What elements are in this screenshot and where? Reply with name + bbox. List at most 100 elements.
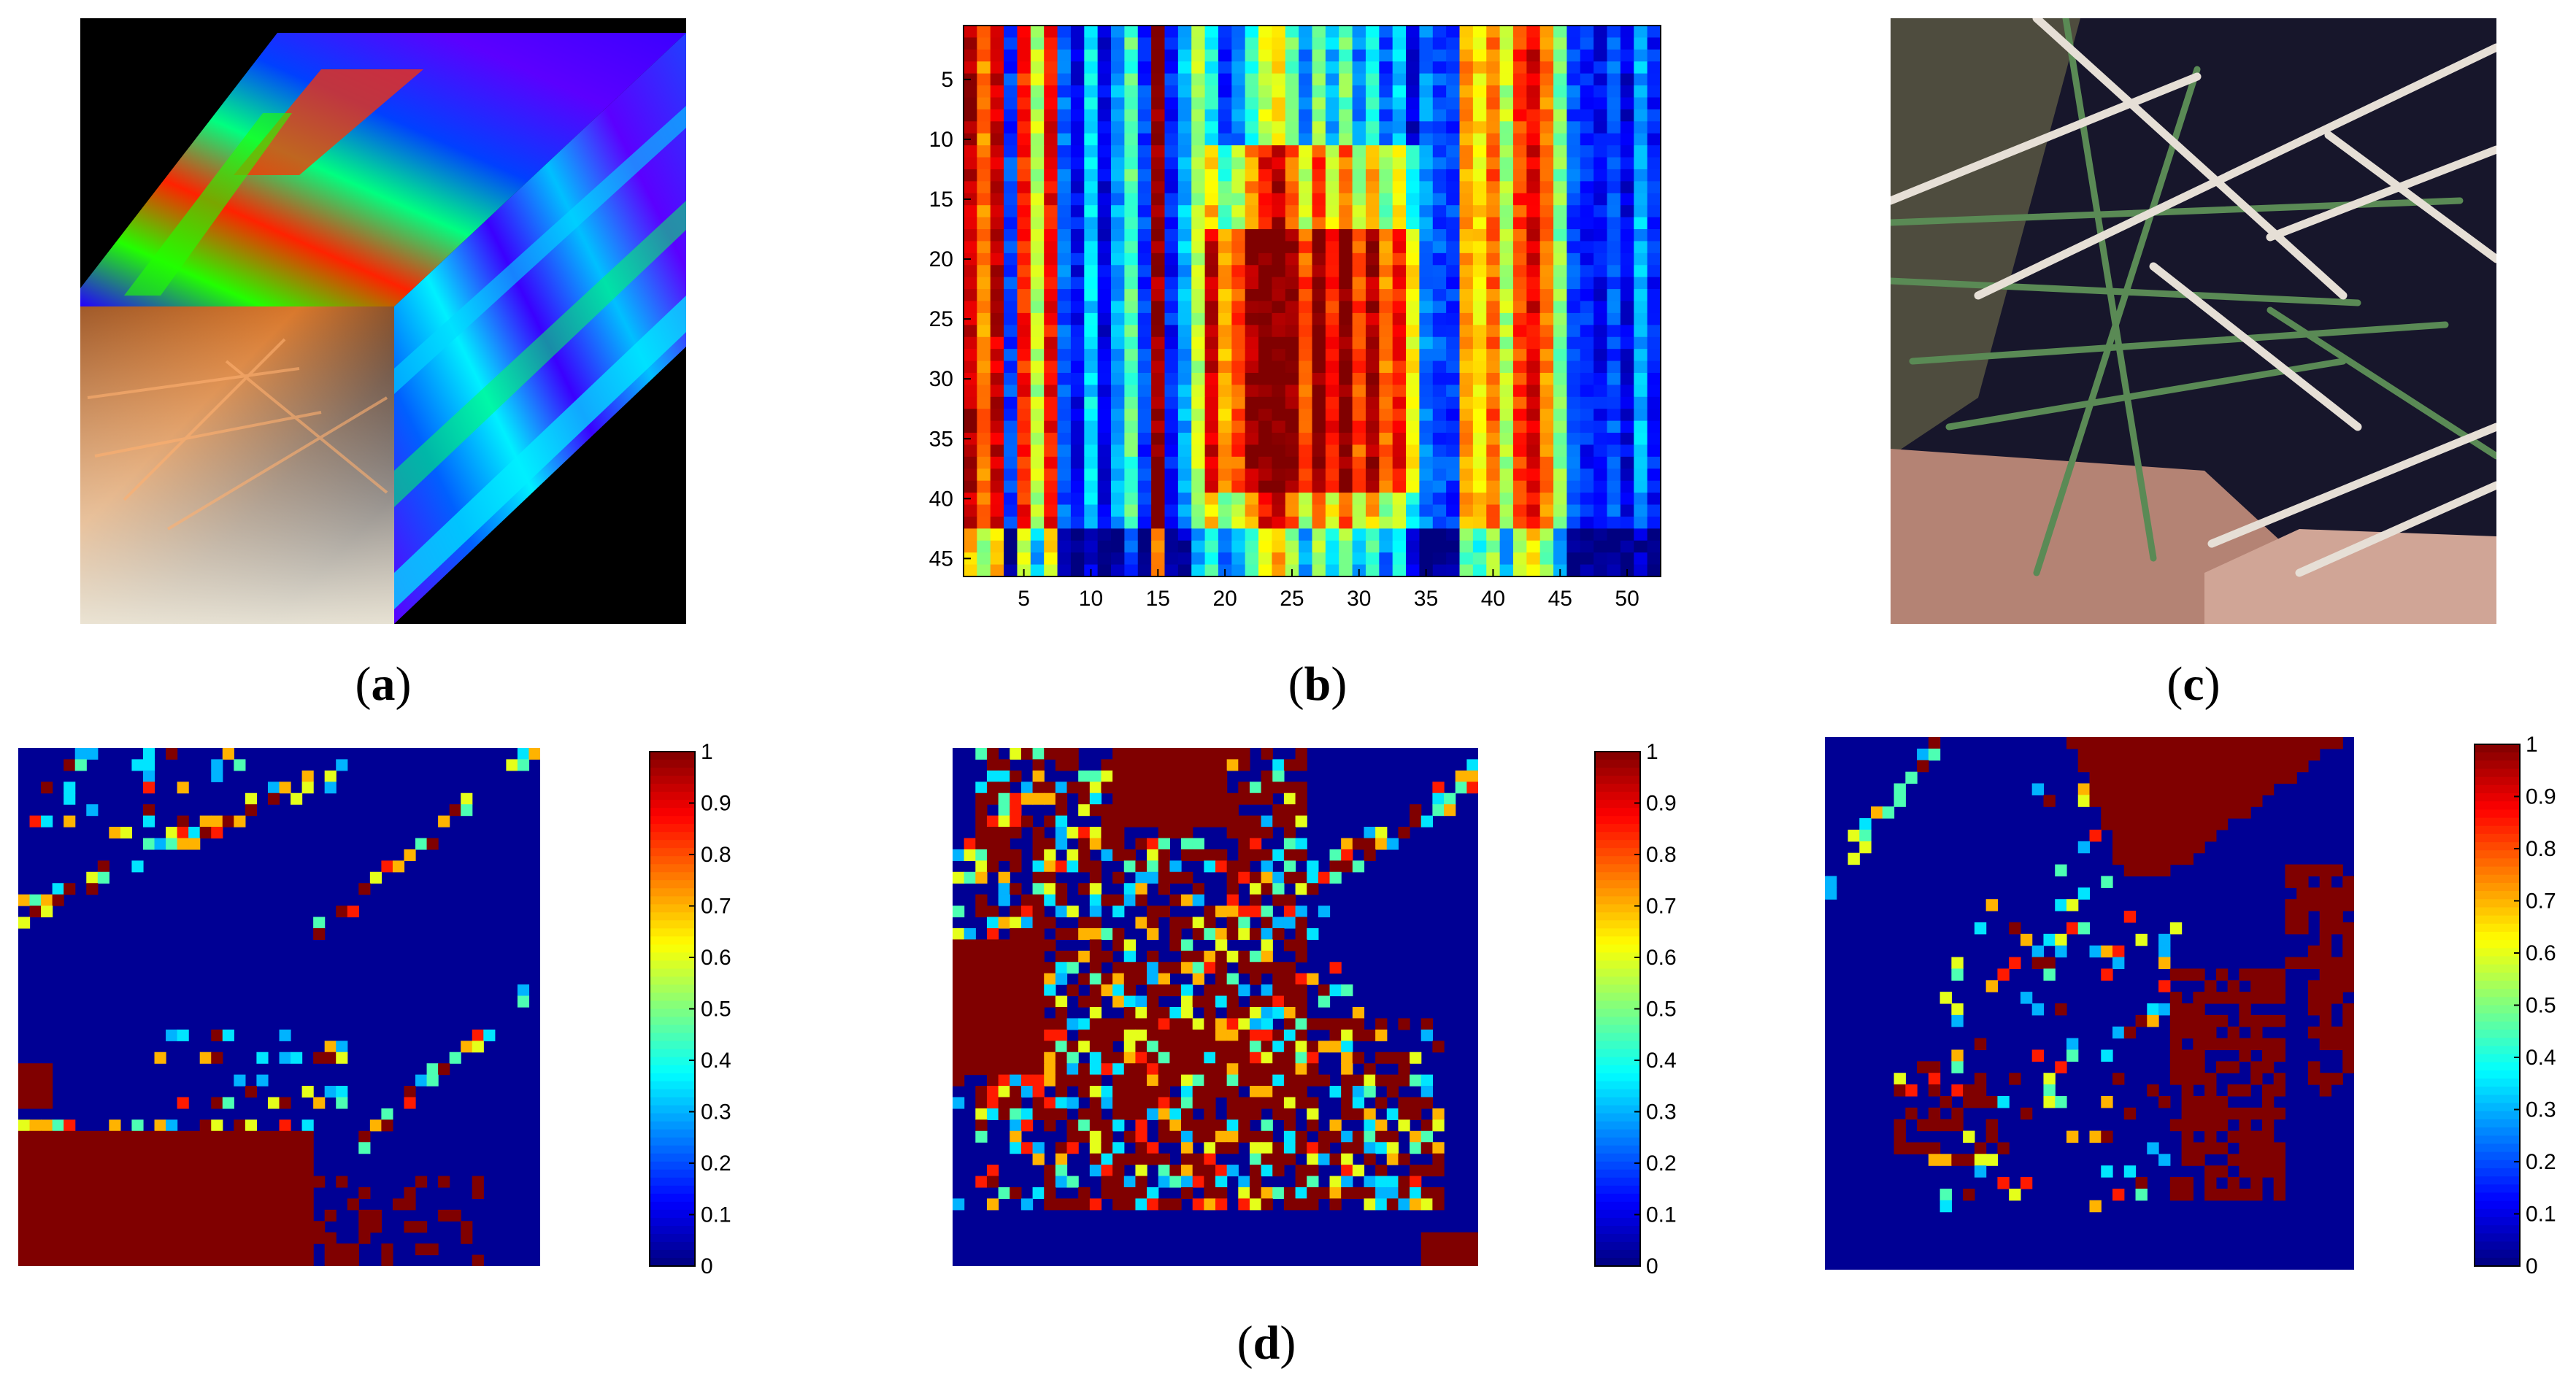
map-cell bbox=[1123, 1153, 1137, 1165]
map-cell bbox=[1215, 927, 1228, 940]
map-cell bbox=[2112, 806, 2125, 819]
map-cell bbox=[267, 1176, 280, 1188]
map-cell bbox=[1375, 827, 1388, 839]
map-cell bbox=[1295, 1142, 1307, 1154]
heatmap-cell bbox=[1352, 433, 1366, 446]
heatmap-cell bbox=[1177, 73, 1192, 86]
heatmap-cell bbox=[1392, 360, 1407, 374]
map-cell bbox=[2055, 945, 2067, 958]
heatmap-cell bbox=[1124, 289, 1139, 302]
map-cell bbox=[964, 849, 976, 861]
heatmap-cell bbox=[1539, 193, 1554, 206]
heatmap-cell bbox=[1312, 61, 1326, 74]
heatmap-cell bbox=[1419, 349, 1434, 362]
heatmap-cell bbox=[1512, 277, 1527, 290]
map-cell bbox=[2043, 795, 2056, 807]
heatmap-cell bbox=[1580, 181, 1594, 194]
colorbar-segment bbox=[650, 960, 695, 970]
heatmap-cell bbox=[1419, 504, 1434, 517]
heatmap-cell bbox=[1499, 444, 1514, 458]
colorbar-segment bbox=[2475, 923, 2520, 933]
map-cell bbox=[18, 1119, 31, 1132]
panel-d3-colorbar: 0 0.1 0.2 0.3 0.4 0.5 0.6 0.7 0.8 0.9 1 bbox=[2467, 733, 2576, 1279]
heatmap-cell bbox=[1070, 480, 1085, 493]
heatmap-cell bbox=[1539, 37, 1554, 50]
map-cell bbox=[1261, 1029, 1273, 1041]
heatmap-cell bbox=[1057, 433, 1072, 446]
map-cell bbox=[142, 759, 155, 771]
map-cell bbox=[245, 1142, 258, 1154]
heatmap-cell bbox=[1258, 97, 1273, 110]
heatmap-cell bbox=[1566, 26, 1581, 39]
heatmap-cell bbox=[1204, 265, 1219, 278]
heatmap-cell bbox=[1607, 336, 1621, 350]
heatmap-cell bbox=[1097, 325, 1112, 338]
heatmap-cell bbox=[1285, 528, 1299, 541]
map-cell bbox=[986, 770, 999, 782]
map-cell bbox=[2123, 1026, 2137, 1039]
heatmap-cell bbox=[1419, 49, 1434, 62]
map-cell bbox=[291, 1153, 303, 1165]
heatmap-cell bbox=[1647, 385, 1661, 398]
map-cell bbox=[1352, 1130, 1365, 1143]
map-cell bbox=[2273, 737, 2286, 749]
map-cell bbox=[2181, 1095, 2194, 1108]
map-cell bbox=[2285, 748, 2297, 761]
heatmap-cell bbox=[1392, 109, 1407, 122]
heatmap-cell bbox=[1017, 433, 1031, 446]
heatmap-cell bbox=[1325, 97, 1339, 110]
map-cell bbox=[234, 1119, 246, 1132]
map-cell bbox=[998, 1063, 1010, 1076]
colorbar-segment bbox=[1595, 832, 1640, 841]
map-cell bbox=[120, 1130, 133, 1143]
map-cell bbox=[267, 1142, 280, 1154]
map-cell bbox=[2147, 806, 2159, 819]
heatmap-cell bbox=[1191, 229, 1206, 242]
heatmap-cell bbox=[1285, 121, 1299, 134]
heatmap-cell bbox=[1593, 133, 1608, 146]
heatmap-cell bbox=[1365, 217, 1380, 230]
heatmap-cell bbox=[1459, 181, 1474, 194]
heatmap-cell bbox=[1299, 133, 1313, 146]
heatmap-cell bbox=[1299, 73, 1313, 86]
map-cell bbox=[1020, 927, 1034, 940]
heatmap-cell bbox=[1070, 301, 1085, 314]
heatmap-cell bbox=[1030, 73, 1045, 86]
heatmap-cell bbox=[1446, 468, 1461, 482]
heatmap-cell bbox=[1432, 145, 1447, 158]
map-cell bbox=[1238, 1041, 1250, 1053]
map-cell bbox=[2215, 783, 2229, 795]
heatmap-cell bbox=[1553, 433, 1568, 446]
colorbar-tick-label: 1 bbox=[2526, 736, 2538, 757]
heatmap-cell bbox=[1285, 157, 1299, 170]
map-cell bbox=[1010, 1097, 1022, 1109]
map-cell bbox=[2215, 737, 2229, 749]
map-cell bbox=[1020, 1007, 1034, 1019]
heatmap-cell bbox=[990, 301, 1004, 314]
map-cell bbox=[1410, 1165, 1422, 1177]
heatmap-cell bbox=[1593, 468, 1608, 482]
heatmap-cell bbox=[1124, 301, 1139, 314]
map-cell bbox=[1329, 1041, 1342, 1053]
heatmap-cell bbox=[1580, 528, 1594, 541]
heatmap-cell bbox=[1299, 468, 1313, 482]
map-cell bbox=[1283, 1187, 1296, 1199]
heatmap-cell bbox=[1539, 325, 1554, 338]
heatmap-cell bbox=[1258, 504, 1273, 517]
heatmap-cell bbox=[1486, 289, 1501, 302]
map-cell bbox=[1295, 871, 1307, 884]
heatmap-cell bbox=[1124, 493, 1139, 506]
heatmap-cell bbox=[1406, 229, 1420, 242]
map-cell bbox=[2112, 771, 2125, 784]
map-cell bbox=[18, 1063, 31, 1076]
heatmap-cell bbox=[1124, 277, 1139, 290]
map-cell bbox=[1158, 1119, 1170, 1132]
map-cell bbox=[1112, 792, 1125, 805]
heatmap-cell bbox=[990, 420, 1004, 433]
map-cell bbox=[1158, 1198, 1170, 1211]
heatmap-cell bbox=[1004, 193, 1018, 206]
heatmap-cell bbox=[1151, 26, 1166, 39]
heatmap-cell bbox=[1191, 504, 1206, 517]
map-cell bbox=[177, 838, 189, 850]
map-cell bbox=[1364, 1187, 1376, 1199]
